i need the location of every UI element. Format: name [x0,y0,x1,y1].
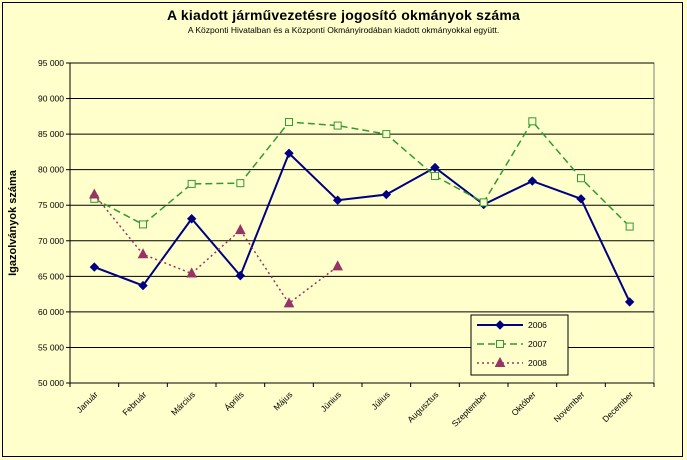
series-2007 [90,117,634,231]
chart-title: A kiadott járművezetésre jogosító okmány… [167,7,520,23]
data-point [528,117,537,126]
x-tick-label: Július [369,389,391,411]
series-2008 [89,188,343,308]
y-axis-title: Igazolványok száma [7,169,19,276]
x-tick-label: December [600,389,635,424]
data-point [430,162,440,173]
legend-label: 2006 [528,320,547,330]
data-point [137,248,149,259]
chart-subtitle: A Központi Hivatalban és a Központi Okmá… [187,25,500,35]
x-tick-label: November [552,389,587,424]
data-point [494,356,506,367]
data-point [89,262,100,272]
data-point [495,320,505,330]
x-tick-label: Január [74,389,100,415]
y-tick-label: 75 000 [38,200,64,210]
data-point [577,174,585,183]
legend-label: 2007 [528,339,547,349]
data-point [235,270,246,281]
legend-label: 2008 [528,358,547,368]
data-point [283,297,295,308]
data-point [235,224,246,235]
data-point [89,188,100,199]
y-tick-label: 70 000 [38,236,64,246]
legend: 2006 2007 2008 [470,314,569,376]
data-point [186,214,197,224]
x-tick-label: Október [509,389,538,418]
series-2006 [89,148,635,307]
y-tick-label: 55 000 [38,342,64,352]
data-point [187,179,196,188]
y-tick-label: 90 000 [38,94,64,104]
data-point [332,260,343,271]
data-point [332,195,343,205]
x-tick-label: Március [169,389,197,417]
data-point [284,148,294,159]
data-point [624,297,635,307]
data-point [576,194,586,204]
data-point [479,198,488,207]
data-point [496,340,504,348]
series-line [93,194,339,305]
series-line [93,151,631,303]
x-tick-label: Április [222,389,245,412]
x-tick-label: Május [271,389,294,412]
data-point [527,176,538,186]
x-tick-label: Június [319,389,343,413]
x-tick-label: Augusztus [405,389,440,424]
data-point [138,280,148,291]
x-tick-label: Február [120,389,148,417]
data-point [186,267,197,278]
data-point [382,130,391,139]
y-tick-label: 60 000 [38,307,64,317]
data-point [381,189,392,200]
data-point [236,179,245,188]
data-point [285,118,293,127]
y-tick-label: 85 000 [38,129,64,139]
data-point [625,222,634,231]
y-tick-label: 50 000 [38,378,64,388]
y-tick-label: 65 000 [38,271,64,281]
data-point [431,172,439,181]
x-tick-label: Szeptember [450,389,490,429]
data-point [139,220,147,229]
data-point [333,121,342,130]
y-tick-label: 80 000 [38,165,64,175]
y-tick-label: 95 000 [38,58,64,68]
